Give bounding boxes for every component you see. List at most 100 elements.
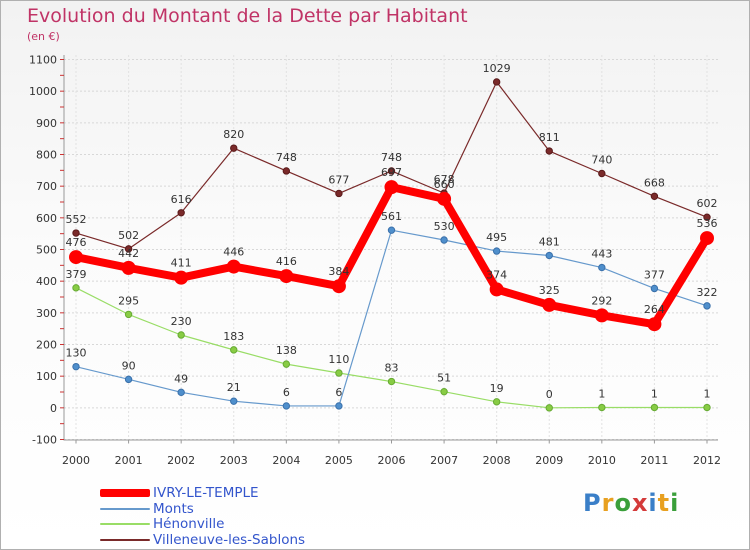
x-tick-label: 2001 [115,454,143,467]
data-label-ivry-le-temple: 442 [118,247,139,260]
data-point-monts [230,397,238,405]
data-label-ivry-le-temple: 476 [66,236,87,249]
data-point-monts [545,251,553,260]
data-point-h-nonville [124,310,133,319]
y-tick-label: 100 [36,370,57,383]
y-tick-label: 0 [50,402,57,415]
data-label-h-nonville: 51 [437,372,451,385]
y-tick-label: 700 [36,180,57,193]
data-label-h-nonville: 110 [328,353,349,366]
data-point-h-nonville [650,403,659,412]
logo-letter: x [631,489,649,517]
legend-label: IVRY-LE-TEMPLE [153,485,259,501]
data-point-ivry-le-temple [647,317,662,332]
x-tick-label: 2010 [588,454,616,467]
data-label-ivry-le-temple: 446 [223,246,244,259]
data-point-h-nonville [387,377,396,386]
x-tick-label: 2003 [220,454,248,467]
data-label-h-nonville: 183 [223,330,244,343]
data-point-monts [440,236,448,244]
data-point-monts [72,362,80,371]
data-point-monts [598,263,606,272]
data-label-monts: 530 [434,220,455,233]
chart-title: Evolution du Montant de la Dette par Hab… [27,5,468,27]
data-label-ivry-le-temple: 697 [381,166,402,179]
data-label-villeneuve-les-sablons: 740 [591,154,612,167]
legend-swatch [100,507,150,510]
data-label-villeneuve-les-sablons: 668 [644,176,665,189]
data-label-monts: 6 [283,386,290,399]
data-label-villeneuve-les-sablons: 552 [66,213,87,226]
x-tick-label: 2004 [272,454,300,467]
data-label-ivry-le-temple: 325 [539,284,560,297]
y-tick-label: 800 [36,149,57,162]
legend-label: Villeneuve-les-Sablons [153,531,306,548]
data-point-h-nonville [335,369,343,377]
data-point-ivry-le-temple [174,270,189,285]
data-point-h-nonville [492,398,501,406]
data-label-ivry-le-temple: 374 [486,268,507,281]
y-tick-label: 1100 [29,54,57,67]
data-point-villeneuve-les-sablons [124,245,133,253]
data-point-h-nonville [598,403,606,412]
data-label-h-nonville: 295 [118,294,139,307]
x-tick-label: 2011 [640,454,668,467]
data-point-h-nonville [440,387,448,396]
data-label-ivry-le-temple: 416 [276,255,297,268]
data-label-villeneuve-les-sablons: 602 [697,197,718,210]
data-point-ivry-le-temple [226,259,241,274]
chart-subtitle: (en €) [27,30,60,43]
data-label-villeneuve-les-sablons: 677 [328,173,349,186]
data-point-monts [335,402,343,410]
data-label-h-nonville: 1 [598,388,605,401]
data-point-villeneuve-les-sablons [335,189,343,198]
data-point-villeneuve-les-sablons [177,209,185,217]
x-tick-label: 2005 [325,454,353,467]
legend-label: Hénonville [153,516,225,532]
data-point-villeneuve-les-sablons [703,213,711,221]
data-point-ivry-le-temple [121,260,136,275]
y-tick-label: 900 [36,117,57,130]
data-label-h-nonville: 0 [546,388,553,401]
proxiti-logo: Proxiti [583,489,679,517]
data-point-h-nonville [545,404,553,412]
data-label-monts: 561 [381,210,402,223]
data-point-monts [387,226,396,234]
data-point-h-nonville [72,284,80,292]
data-point-ivry-le-temple [384,180,399,195]
data-point-ivry-le-temple [279,269,294,284]
data-label-villeneuve-les-sablons: 748 [381,151,402,164]
legend-swatch [100,489,150,497]
data-point-ivry-le-temple [542,297,557,312]
data-point-villeneuve-les-sablons [387,167,396,175]
data-point-ivry-le-temple [437,191,452,206]
data-label-ivry-le-temple: 411 [171,257,192,270]
x-tick-label: 2012 [693,454,721,467]
x-tick-label: 2006 [378,454,406,467]
x-tick-label: 2007 [430,454,458,467]
data-point-villeneuve-les-sablons [598,169,606,178]
data-point-monts [650,284,659,293]
logo-letter: i [670,489,680,517]
x-tick-label: 2002 [167,454,195,467]
data-label-ivry-le-temple: 660 [434,178,455,191]
data-point-h-nonville [703,403,711,412]
data-label-monts: 377 [644,268,665,281]
data-label-villeneuve-les-sablons: 811 [539,131,560,144]
data-label-villeneuve-les-sablons: 678 [434,173,455,186]
y-tick-label: -100 [32,434,57,447]
logo-letter: t [657,489,671,517]
legend-swatch [100,538,150,541]
data-point-monts [492,247,501,255]
data-label-monts: 322 [697,286,718,299]
data-label-villeneuve-les-sablons: 748 [276,151,297,164]
data-label-villeneuve-les-sablons: 502 [118,229,139,242]
data-point-ivry-le-temple [69,250,83,265]
data-point-monts [282,402,291,410]
data-point-h-nonville [230,346,238,354]
data-label-ivry-le-temple: 384 [328,265,349,278]
y-tick-label: 600 [36,212,57,225]
y-tick-label: 1000 [29,85,57,98]
y-tick-label: 400 [36,275,57,288]
data-label-villeneuve-les-sablons: 1029 [483,62,511,75]
